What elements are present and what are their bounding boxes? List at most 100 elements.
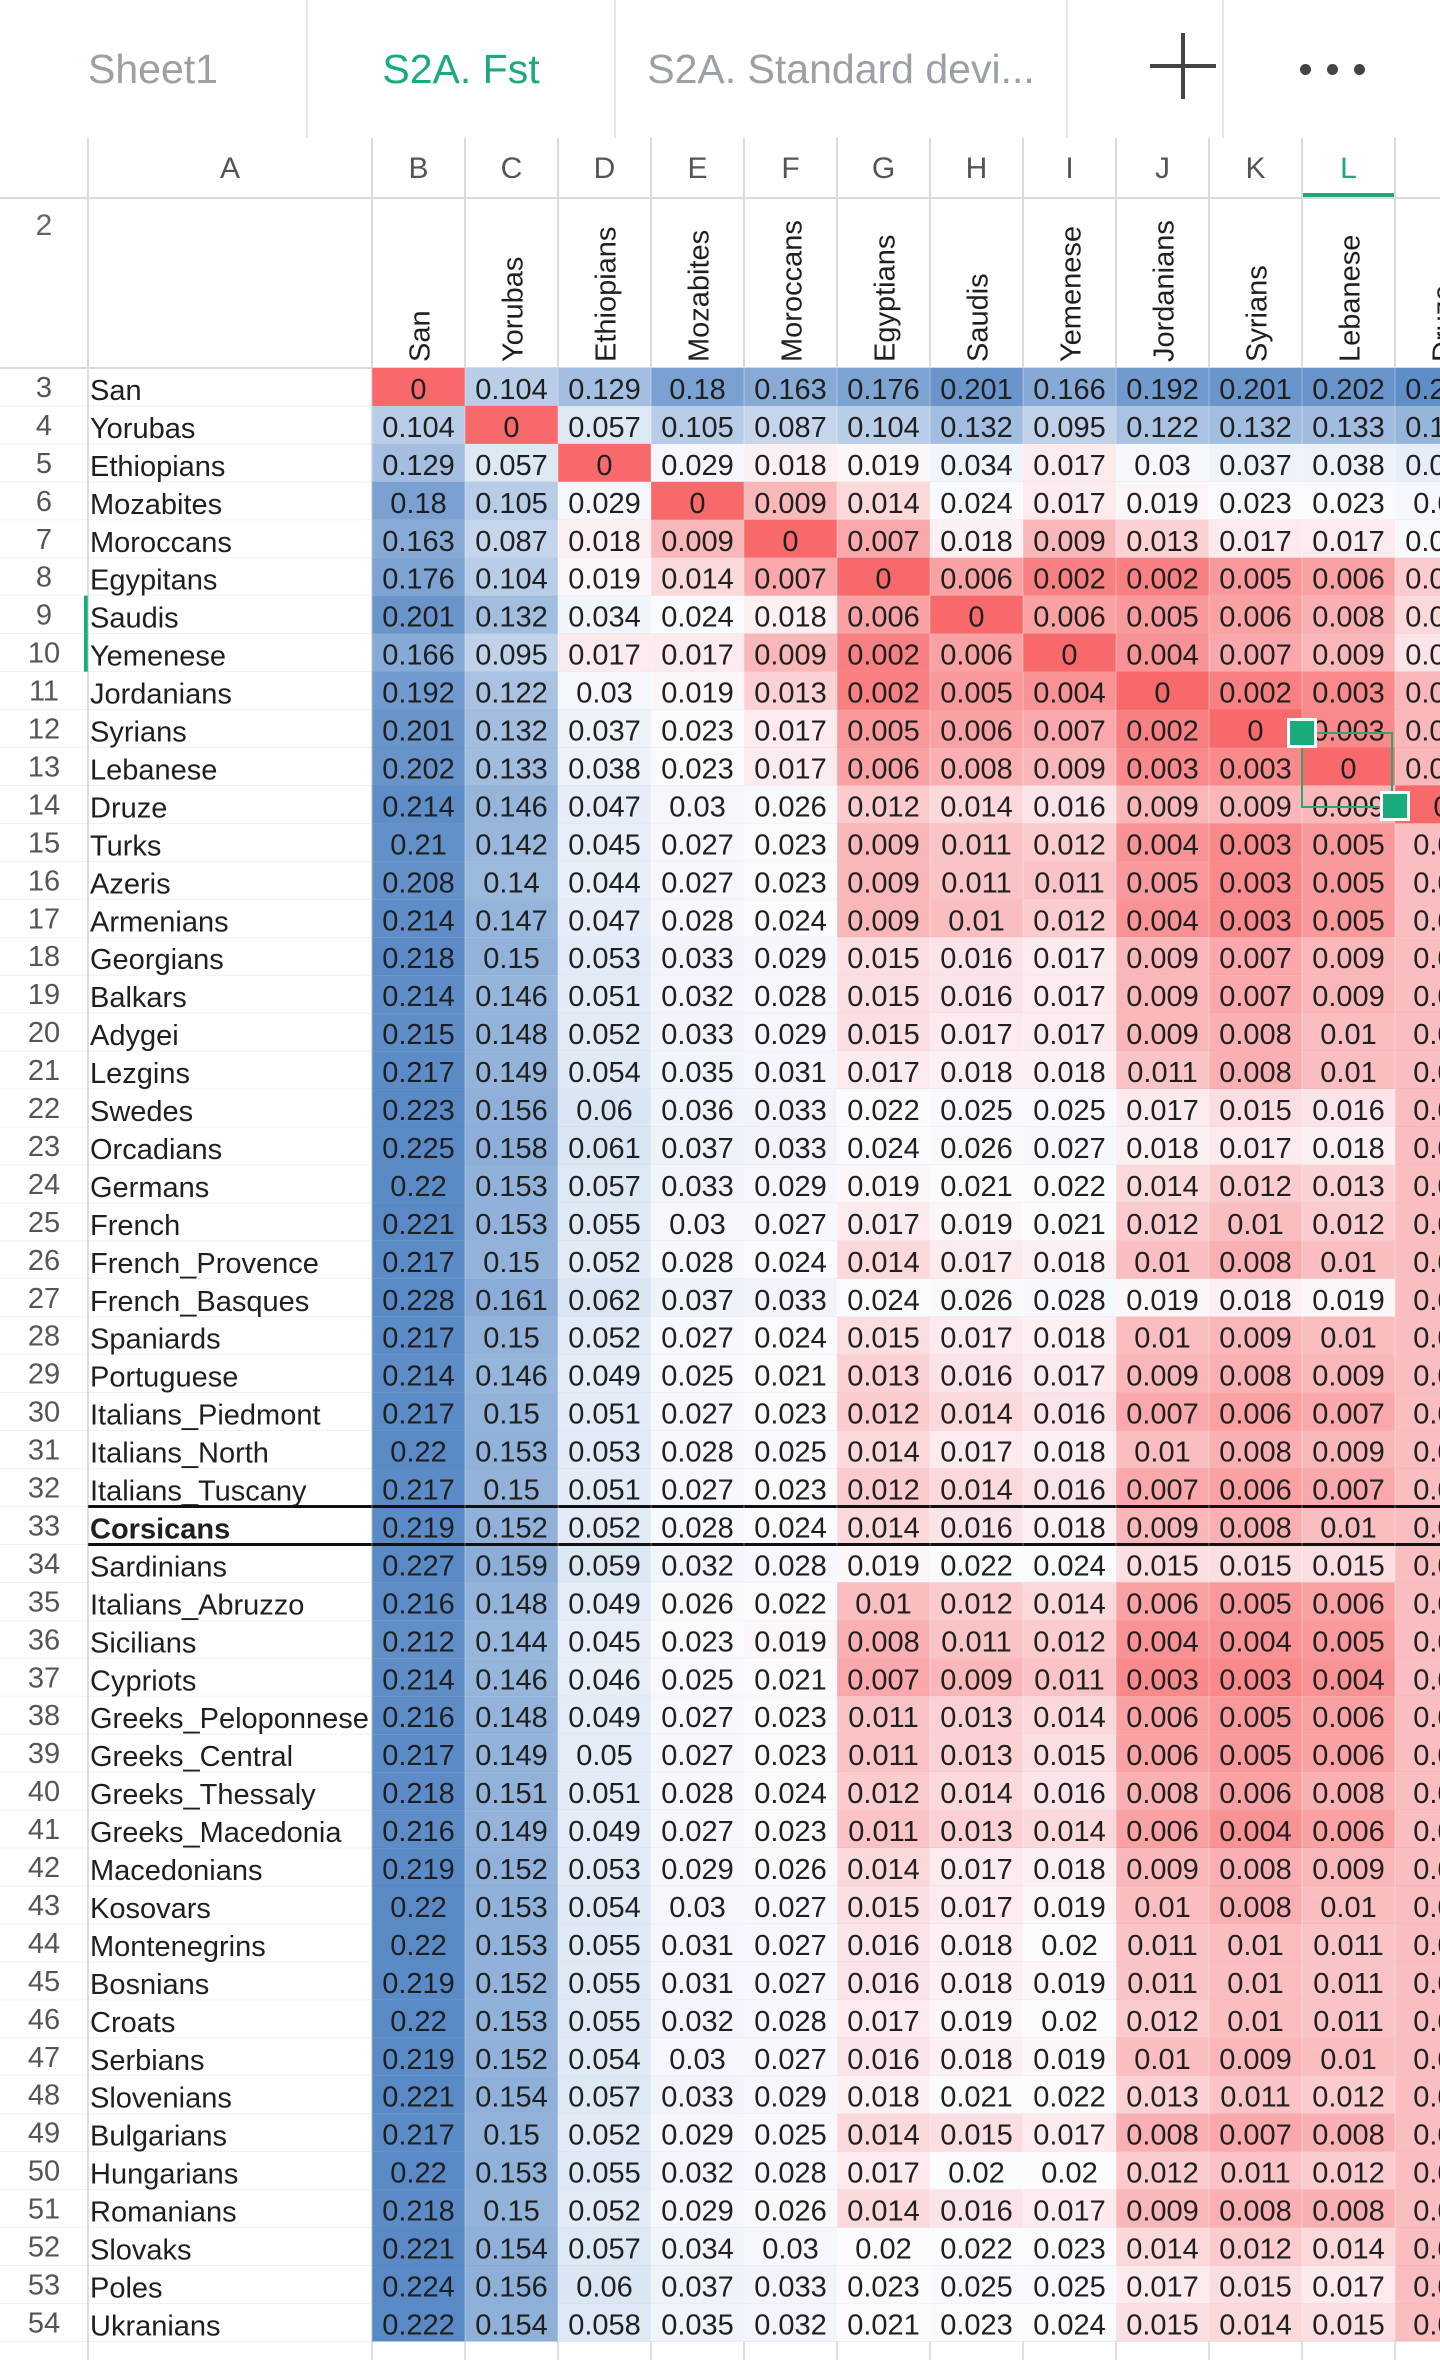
cell-value[interactable]: 0.058 bbox=[568, 2309, 641, 2341]
cell-value[interactable]: 0.007 bbox=[847, 526, 920, 558]
cell-value[interactable]: 0.016 bbox=[1033, 1399, 1106, 1431]
cell-value[interactable]: 0.009 bbox=[1312, 1437, 1385, 1469]
cell-value[interactable]: 0.013 bbox=[1126, 526, 1199, 558]
cell-value[interactable]: 0.02 bbox=[855, 2234, 911, 2266]
cell-value[interactable]: 0.002 bbox=[1033, 564, 1106, 596]
cell-value[interactable]: 0.008 bbox=[1219, 1892, 1292, 1924]
cell-value[interactable]: 0 bbox=[1433, 791, 1440, 823]
cell-value[interactable]: 0.031 bbox=[661, 1968, 734, 2000]
cell-value[interactable]: 0.024 bbox=[754, 905, 827, 937]
row-label[interactable]: Ethiopians bbox=[90, 451, 225, 483]
cell-value[interactable]: 0.217 bbox=[382, 1323, 455, 1355]
cell-value[interactable]: 0.033 bbox=[754, 1285, 827, 1317]
cell-value[interactable]: 0.057 bbox=[568, 1171, 641, 1203]
cell-value[interactable]: 0.01 bbox=[1413, 1095, 1440, 1127]
row-number[interactable]: 28 bbox=[28, 1321, 60, 1353]
cell-value[interactable]: 0.026 bbox=[754, 1854, 827, 1886]
cell-value[interactable]: 0.01 bbox=[1413, 2234, 1440, 2266]
cell-value[interactable]: 0.006 bbox=[1126, 1702, 1199, 1734]
cell-value[interactable]: 0.019 bbox=[1312, 1285, 1385, 1317]
row-number[interactable]: 33 bbox=[28, 1510, 60, 1542]
cell-value[interactable]: 0.01 bbox=[1413, 1702, 1440, 1734]
cell-value[interactable]: 0.035 bbox=[661, 2309, 734, 2341]
cell-value[interactable]: 0.159 bbox=[475, 1550, 548, 1582]
cell-value[interactable]: 0.025 bbox=[1033, 2271, 1106, 2303]
cell-value[interactable]: 0.201 bbox=[382, 716, 455, 748]
row-number[interactable]: 12 bbox=[28, 714, 60, 746]
row-number[interactable]: 49 bbox=[28, 2118, 60, 2150]
cell-value[interactable]: 0.037 bbox=[1219, 450, 1292, 482]
cell-value[interactable]: 0.037 bbox=[661, 1285, 734, 1317]
cell-value[interactable]: 0.028 bbox=[754, 1550, 827, 1582]
cell-value[interactable]: 0.01 bbox=[1134, 1247, 1190, 1279]
cell-value[interactable]: 0.057 bbox=[568, 412, 641, 444]
row-label[interactable]: Druze bbox=[90, 792, 167, 824]
cell-value[interactable]: 0.01 bbox=[855, 1588, 911, 1620]
cell-value[interactable]: 0.22 bbox=[390, 2006, 446, 2038]
cell-value[interactable]: 0.044 bbox=[568, 867, 641, 899]
cell-value[interactable]: 0.201 bbox=[382, 602, 455, 634]
cell-value[interactable]: 0.021 bbox=[754, 1664, 827, 1696]
row-number[interactable]: 3 bbox=[36, 372, 52, 404]
row-label[interactable]: Orcadians bbox=[90, 1134, 222, 1166]
cell-value[interactable]: 0.008 bbox=[1219, 1019, 1292, 1051]
cell-value[interactable]: 0.01 bbox=[1320, 1019, 1376, 1051]
cell-value[interactable]: 0.012 bbox=[1312, 2082, 1385, 2114]
cell-value[interactable]: 0.012 bbox=[847, 791, 920, 823]
row-number[interactable]: 14 bbox=[28, 789, 60, 821]
cell-value[interactable]: 0.017 bbox=[1033, 943, 1106, 975]
cell-value[interactable]: 0.015 bbox=[1219, 1550, 1292, 1582]
column-letter-a[interactable]: A bbox=[220, 152, 240, 185]
cell-value[interactable]: 0.017 bbox=[1033, 2120, 1106, 2152]
cell-value[interactable]: 0.012 bbox=[1033, 905, 1106, 937]
row-label[interactable]: Slovenians bbox=[90, 2083, 232, 2115]
cell-value[interactable]: 0.003 bbox=[1312, 716, 1385, 748]
cell-value[interactable]: 0.052 bbox=[568, 2120, 641, 2152]
row-label[interactable]: Italians_Abruzzo bbox=[90, 1589, 304, 1621]
row-number[interactable]: 51 bbox=[28, 2194, 60, 2226]
cell-value[interactable]: 0.018 bbox=[1033, 1247, 1106, 1279]
cell-value[interactable]: 0.028 bbox=[661, 1247, 734, 1279]
cell-value[interactable]: 0.053 bbox=[568, 1854, 641, 1886]
cell-value[interactable]: 0.009 bbox=[1126, 1854, 1199, 1886]
cell-value[interactable]: 0.018 bbox=[1126, 1133, 1199, 1165]
cell-value[interactable]: 0.021 bbox=[847, 2309, 920, 2341]
column-header-syrians[interactable]: Syrians bbox=[1242, 265, 1274, 362]
cell-value[interactable]: 0.016 bbox=[1033, 1475, 1106, 1507]
cell-value[interactable]: 0.166 bbox=[382, 640, 455, 672]
row-number[interactable]: 45 bbox=[28, 1966, 60, 1998]
row-number[interactable]: 17 bbox=[28, 903, 60, 935]
cell-value[interactable]: 0 bbox=[782, 526, 798, 558]
cell-value[interactable]: 0.029 bbox=[661, 2120, 734, 2152]
cell-value[interactable]: 0.017 bbox=[661, 640, 734, 672]
cell-value[interactable]: 0.011 bbox=[1313, 1930, 1383, 1962]
cell-value[interactable]: 0.01 bbox=[1413, 943, 1440, 975]
row-label[interactable]: Germans bbox=[90, 1172, 209, 1204]
cell-value[interactable]: 0.055 bbox=[568, 1209, 641, 1241]
cell-value[interactable]: 0.01 bbox=[1320, 1057, 1376, 1089]
row-label[interactable]: Portuguese bbox=[90, 1362, 238, 1394]
cell-value[interactable]: 0.087 bbox=[754, 412, 827, 444]
cell-value[interactable]: 0.016 bbox=[1405, 640, 1440, 672]
cell-value[interactable]: 0.014 bbox=[940, 791, 1013, 823]
cell-value[interactable]: 0.015 bbox=[1312, 2309, 1385, 2341]
cell-value[interactable]: 0.017 bbox=[1033, 1019, 1106, 1051]
cell-value[interactable]: 0.016 bbox=[847, 2044, 920, 2076]
cell-value[interactable]: 0.017 bbox=[1033, 488, 1106, 520]
cell-value[interactable]: 0.14 bbox=[483, 867, 539, 899]
cell-value[interactable]: 0.01 bbox=[1413, 981, 1440, 1013]
cell-value[interactable]: 0.057 bbox=[475, 450, 548, 482]
cell-value[interactable]: 0.024 bbox=[847, 1133, 920, 1165]
cell-value[interactable]: 0.008 bbox=[1312, 602, 1385, 634]
cell-value[interactable]: 0.033 bbox=[661, 943, 734, 975]
row-label[interactable]: Azeris bbox=[90, 868, 171, 900]
row-number[interactable]: 32 bbox=[28, 1473, 60, 1505]
cell-value[interactable]: 0.024 bbox=[754, 1778, 827, 1810]
cell-value[interactable]: 0.046 bbox=[568, 1664, 641, 1696]
cell-value[interactable]: 0.01 bbox=[1413, 1437, 1440, 1469]
cell-value[interactable]: 0.014 bbox=[1033, 1702, 1106, 1734]
cell-value[interactable]: 0.054 bbox=[568, 2044, 641, 2076]
cell-value[interactable]: 0.03 bbox=[669, 2044, 725, 2076]
cell-value[interactable]: 0.218 bbox=[382, 1778, 455, 1810]
cell-value[interactable]: 0.009 bbox=[1405, 678, 1440, 710]
